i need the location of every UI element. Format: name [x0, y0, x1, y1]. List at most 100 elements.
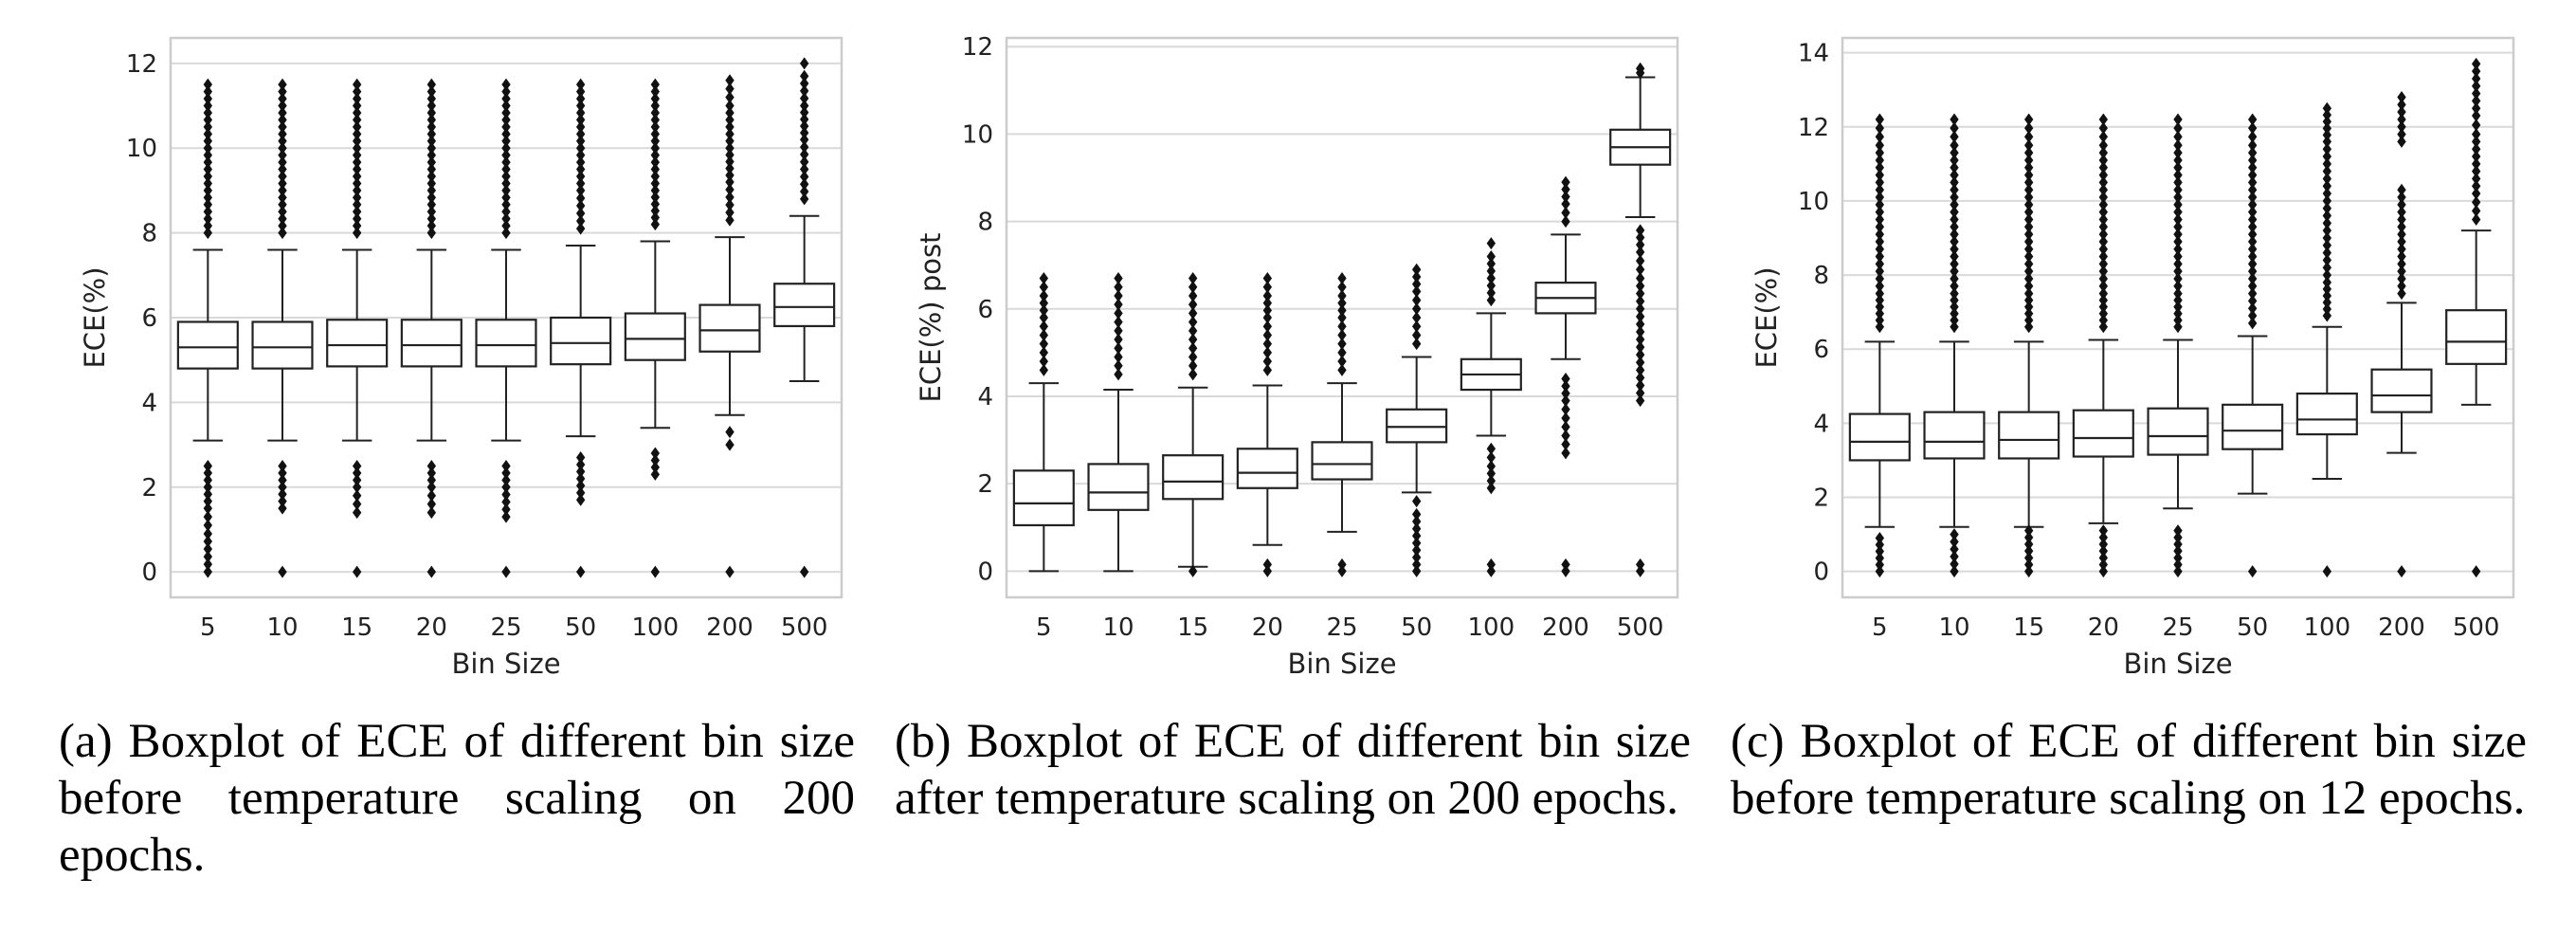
outlier-high — [501, 85, 511, 99]
x-tick-label: 20 — [1252, 613, 1283, 642]
outlier-low — [725, 438, 735, 451]
outlier-high — [799, 84, 809, 98]
outlier-high — [725, 141, 735, 155]
outlier-high — [2023, 121, 2034, 135]
outlier-low — [278, 459, 287, 472]
outlier-high — [2173, 138, 2183, 152]
outlier-low — [1950, 565, 1959, 578]
outlier-high — [575, 176, 586, 190]
outlier-high — [650, 141, 661, 155]
box — [1162, 454, 1225, 501]
outlier-high — [426, 100, 437, 113]
outlier-high — [2397, 183, 2406, 196]
x-tick-label: 10 — [1102, 613, 1134, 642]
outlier-high — [278, 212, 287, 226]
x-tick-label: 25 — [2162, 613, 2193, 642]
box-group — [176, 78, 239, 578]
outlier-low — [426, 466, 437, 480]
outlier-low — [2173, 565, 2183, 578]
outlier-low — [278, 495, 287, 508]
outlier-high — [1337, 272, 1347, 285]
outlier-low — [203, 527, 213, 540]
outlier-low — [2098, 544, 2109, 558]
outlier-low — [1635, 394, 1645, 408]
outlier-high — [2397, 120, 2406, 134]
outlier-high — [352, 120, 362, 134]
outlier-low — [1561, 438, 1570, 451]
outlier-high — [352, 85, 362, 99]
outlier-high — [2098, 301, 2109, 314]
outlier-high — [575, 163, 586, 176]
outlier-low — [575, 486, 586, 500]
outlier-high — [426, 198, 437, 211]
box — [176, 320, 239, 370]
outlier-high — [2023, 169, 2034, 182]
outlier-low — [1486, 564, 1497, 577]
outlier-high — [725, 175, 735, 189]
outlier-high — [203, 149, 213, 162]
outlier-high — [1950, 320, 1959, 334]
outlier-high — [1262, 346, 1273, 359]
x-tick-label: 5 — [1036, 613, 1052, 642]
outlier-low — [1486, 482, 1497, 495]
outlier-high — [203, 191, 213, 204]
outlier-high — [426, 120, 437, 134]
x-tick-label: 500 — [1617, 613, 1664, 642]
outlier-high — [2397, 272, 2406, 285]
outlier-high — [2098, 280, 2109, 293]
box — [624, 312, 686, 361]
outlier-high — [2173, 287, 2183, 301]
outlier-low — [501, 510, 511, 523]
outlier-high — [2397, 212, 2406, 226]
box — [1236, 448, 1298, 489]
outlier-high — [426, 135, 437, 148]
outlier-high — [2397, 91, 2406, 104]
outlier-high — [1875, 294, 1885, 307]
outlier-high — [2023, 138, 2034, 152]
outlier-high — [2098, 161, 2109, 174]
outlier-high — [1950, 280, 1959, 293]
outlier-low — [1486, 442, 1497, 455]
box-group — [2147, 113, 2209, 578]
outlier-low — [1486, 460, 1497, 473]
outlier-high — [501, 141, 511, 155]
outlier-high — [2023, 301, 2034, 314]
outlier-low — [2322, 565, 2332, 578]
outlier-high — [2023, 198, 2034, 211]
outlier-high — [2173, 169, 2183, 182]
outlier-high — [1188, 324, 1198, 338]
outlier-high — [501, 205, 511, 218]
outlier-low — [1635, 238, 1645, 251]
outlier-high — [2023, 320, 2034, 334]
outlier-low — [2098, 565, 2109, 578]
outlier-high — [1950, 138, 1959, 152]
outlier-high — [575, 78, 586, 91]
y-tick-label: 12 — [126, 50, 157, 79]
x-tick-label: 500 — [781, 613, 828, 642]
outlier-high — [650, 85, 661, 99]
outlier-high — [352, 106, 362, 119]
outlier-high — [2023, 212, 2034, 226]
outlier-low — [1411, 558, 1422, 571]
boxplot-chart-b: 0 2 4 6 8 10 12 5 10 15 20 25 50 100 200 500 Bin Size ECE… — [915, 33, 1679, 680]
outlier-high — [1486, 279, 1497, 292]
outlier-high — [2023, 161, 2034, 174]
outlier-high — [1561, 206, 1570, 219]
outlier-high — [1950, 191, 1959, 204]
outlier-high — [2098, 307, 2109, 320]
outlier-high — [352, 219, 362, 232]
outlier-high — [575, 92, 586, 105]
outlier-low — [352, 565, 362, 578]
box-group — [773, 57, 836, 578]
outlier-high — [426, 184, 437, 197]
outlier-high — [1262, 338, 1273, 351]
outlier-high — [650, 184, 661, 197]
x-tick-label: 200 — [2378, 613, 2425, 642]
y-axis-label: ECE(%) post — [915, 233, 947, 403]
y-tick-label: 2 — [1813, 485, 1829, 513]
outlier-high — [1262, 328, 1273, 341]
outlier-high — [2173, 265, 2183, 278]
outlier-high — [1950, 228, 1959, 241]
outlier-high — [1411, 294, 1422, 307]
outlier-low — [501, 473, 511, 486]
